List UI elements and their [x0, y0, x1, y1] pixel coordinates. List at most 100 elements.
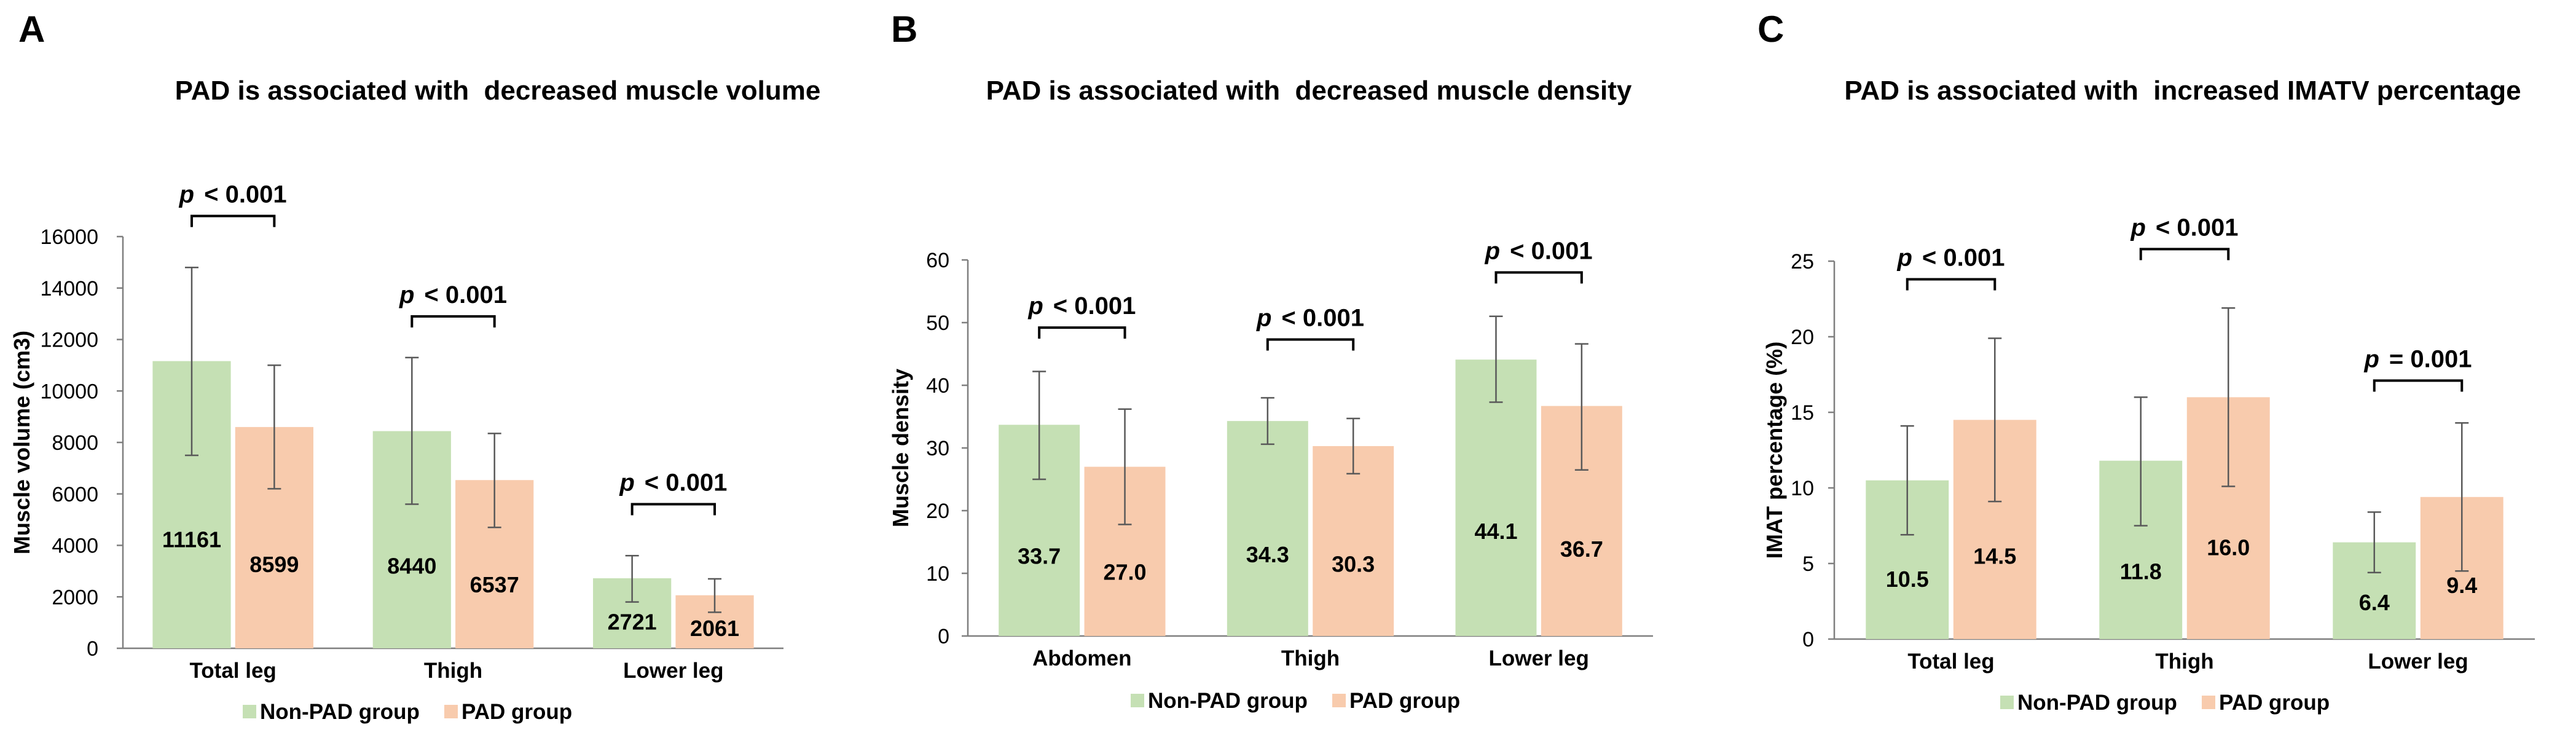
- data-label: 6537: [470, 572, 519, 597]
- y-tick-label: 60: [926, 249, 949, 272]
- p-symbol: p: [1896, 245, 1912, 272]
- y-tick-label: 0: [938, 625, 949, 648]
- bar-pad-thigh: [1313, 446, 1394, 636]
- x-tick-label: Thigh: [1281, 646, 1340, 670]
- p-symbol: p: [1027, 293, 1043, 320]
- legend: Non-PAD group PAD group: [1131, 689, 1460, 713]
- y-axis-label: Muscle volume (cm3): [9, 331, 34, 554]
- legend-swatch-non-pad: [243, 705, 256, 718]
- panel-letter: A: [18, 9, 45, 50]
- significance-label: p < 0.001: [1256, 305, 1364, 332]
- x-tick-label: Lower leg: [2368, 650, 2468, 673]
- significance-bracket: [2139, 248, 2230, 261]
- data-label: 11.8: [2120, 559, 2162, 584]
- chart-title: PAD is associated with decreased muscle …: [986, 76, 1632, 106]
- data-label: 27.0: [1103, 559, 1146, 584]
- data-label: 10.5: [1886, 567, 1929, 592]
- bar-non-pad-thigh: [1227, 421, 1308, 636]
- y-tick-label: 8000: [52, 431, 98, 455]
- data-label: 44.1: [1474, 519, 1517, 544]
- data-label: 2061: [690, 616, 739, 641]
- x-tick-label: Total leg: [190, 659, 277, 683]
- x-tick-label: Lower leg: [1488, 646, 1588, 670]
- chart-panel-b: B PAD is associated with decreased muscle…: [888, 9, 1653, 713]
- x-tick-label: Thigh: [424, 659, 482, 683]
- y-tick-label: 10: [926, 562, 949, 586]
- significance-label: p < 0.001: [399, 281, 507, 308]
- significance-bracket: [630, 503, 717, 516]
- p-value: < 0.001: [1922, 245, 2005, 272]
- legend-label: PAD group: [461, 700, 572, 724]
- data-label: 30.3: [1332, 552, 1375, 577]
- data-label: 33.7: [1018, 543, 1061, 568]
- legend-swatch-non-pad: [2000, 696, 2014, 709]
- significance-label: p < 0.001: [1896, 245, 2005, 272]
- y-tick-label: 2000: [52, 586, 98, 609]
- y-tick-label: 20: [1791, 326, 1814, 349]
- chart-panel-c: C PAD is associated with increased IMATV …: [1757, 9, 2535, 715]
- p-symbol: p: [179, 181, 194, 208]
- significance-bracket: [1906, 278, 1997, 291]
- p-symbol: p: [1256, 305, 1271, 332]
- p-value: = 0.001: [2389, 345, 2472, 372]
- p-symbol: p: [2130, 214, 2145, 241]
- legend: Non-PAD group PAD group: [2000, 691, 2330, 715]
- p-value: < 0.001: [2156, 214, 2239, 241]
- p-value: < 0.001: [424, 281, 507, 308]
- significance-bracket: [1038, 326, 1126, 339]
- significance-bracket: [1266, 338, 1355, 351]
- y-tick-label: 10: [1791, 477, 1814, 500]
- y-tick-label: 10000: [40, 380, 98, 403]
- p-value: < 0.001: [1281, 305, 1364, 332]
- bar-non-pad-lower-leg: [1455, 359, 1537, 636]
- legend-label: Non-PAD group: [1148, 689, 1308, 713]
- legend-label: Non-PAD group: [260, 700, 420, 724]
- y-tick-label: 30: [926, 437, 949, 460]
- chart-title: PAD is associated with decreased muscle …: [175, 76, 821, 106]
- data-label: 34.3: [1246, 542, 1289, 567]
- data-label: 8599: [249, 552, 299, 577]
- x-tick-label: Abdomen: [1032, 646, 1131, 670]
- x-tick-label: Lower leg: [623, 659, 723, 683]
- significance-bracket: [190, 214, 276, 227]
- y-tick-label: 12000: [40, 329, 98, 352]
- significance-label: p = 0.001: [2363, 345, 2472, 372]
- significance-bracket: [410, 315, 496, 328]
- p-symbol: p: [399, 281, 414, 308]
- legend-label: PAD group: [2219, 691, 2330, 715]
- data-label: 6.4: [2359, 590, 2390, 615]
- y-tick-label: 25: [1791, 250, 1814, 273]
- y-tick-label: 15: [1791, 401, 1814, 425]
- legend-label: Non-PAD group: [2017, 691, 2177, 715]
- y-tick-label: 6000: [52, 483, 98, 506]
- significance-label: p < 0.001: [179, 181, 287, 208]
- data-label: 11161: [162, 527, 221, 552]
- y-tick-label: 0: [1802, 628, 1814, 651]
- legend-swatch-pad: [444, 705, 458, 718]
- x-tick-label: Total leg: [1907, 650, 1994, 673]
- p-symbol: p: [2363, 345, 2379, 372]
- p-symbol: p: [619, 469, 634, 497]
- legend-swatch-non-pad: [1131, 694, 1144, 707]
- p-value: < 0.001: [1053, 293, 1136, 320]
- y-tick-label: 20: [926, 500, 949, 523]
- y-tick-label: 5: [1802, 552, 1814, 576]
- significance-label: p < 0.001: [2130, 214, 2238, 241]
- y-tick-label: 0: [87, 637, 98, 661]
- panel-letter: B: [891, 9, 917, 50]
- panel-letter: C: [1757, 9, 1784, 50]
- p-value: < 0.001: [204, 181, 287, 208]
- legend-label: PAD group: [1349, 689, 1460, 713]
- data-label: 14.5: [1973, 543, 2016, 568]
- x-tick-label: Thigh: [2155, 650, 2213, 673]
- y-tick-label: 40: [926, 374, 949, 398]
- p-value: < 0.001: [1510, 237, 1593, 264]
- data-label: 16.0: [2207, 535, 2250, 560]
- y-tick-label: 14000: [40, 277, 98, 300]
- significance-label: p < 0.001: [619, 469, 727, 497]
- significance-label: p < 0.001: [1485, 237, 1593, 264]
- data-label: 2721: [608, 610, 657, 635]
- data-label: 36.7: [1560, 536, 1603, 562]
- significance-bracket: [2373, 379, 2464, 392]
